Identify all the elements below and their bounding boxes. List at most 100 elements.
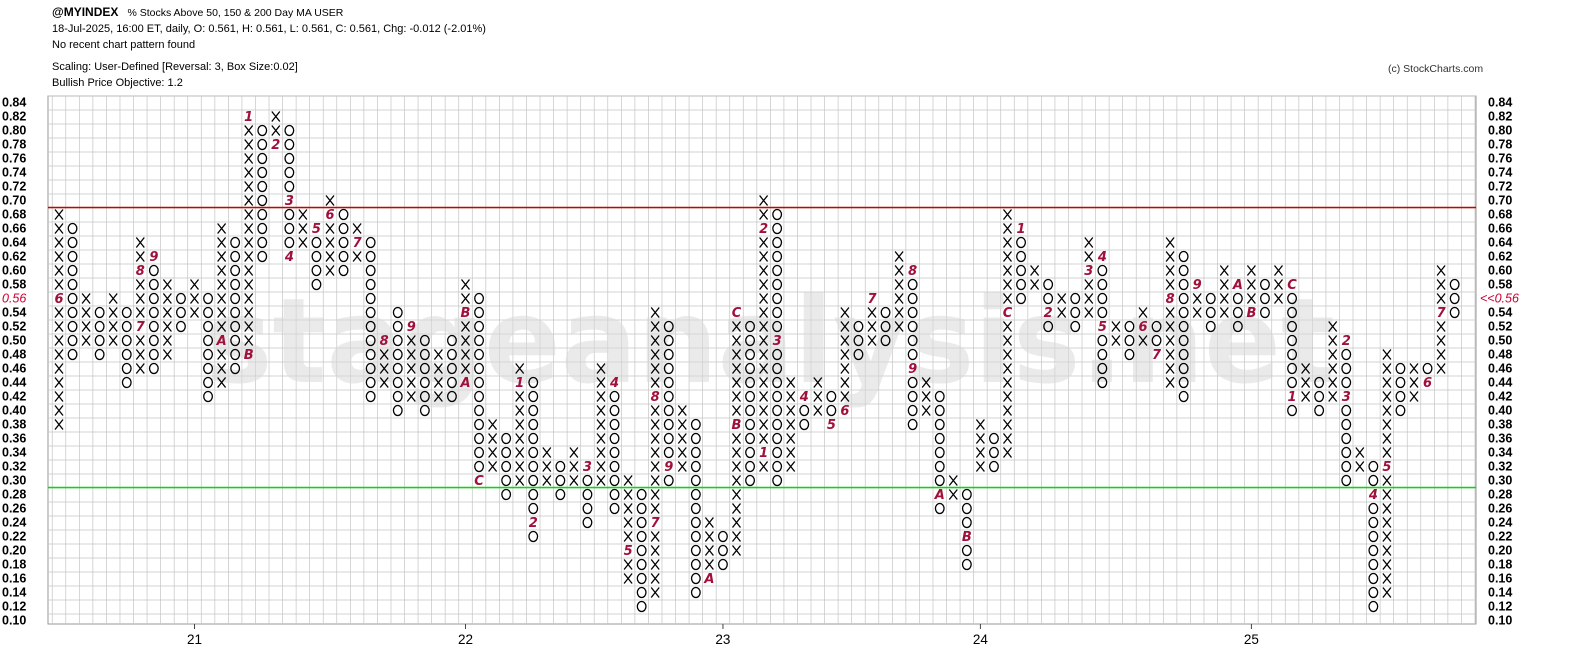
o-mark <box>528 418 539 431</box>
o-mark <box>230 348 241 361</box>
o-mark <box>772 474 783 487</box>
y-tick-right: 0.52 <box>1488 320 1512 334</box>
x-mark <box>1382 559 1392 570</box>
o-mark <box>419 362 430 375</box>
month-marker: 4 <box>1097 250 1107 265</box>
o-mark <box>636 488 647 501</box>
y-tick-right: 0.42 <box>1488 390 1512 404</box>
o-mark <box>690 488 701 501</box>
o-mark <box>582 474 593 487</box>
o-mark <box>474 306 485 319</box>
o-mark <box>67 306 78 319</box>
o-mark <box>907 306 918 319</box>
x-mark <box>731 517 742 528</box>
o-mark <box>772 250 783 263</box>
x-mark <box>352 223 362 234</box>
y-tick-right: 0.72 <box>1488 180 1512 194</box>
month-marker: 8 <box>136 264 145 279</box>
o-mark <box>961 502 972 515</box>
o-mark <box>284 124 295 137</box>
y-tick-left: 0.56 <box>2 292 26 306</box>
o-mark <box>1097 292 1108 305</box>
x-mark <box>786 461 796 472</box>
o-mark <box>230 306 241 319</box>
pattern-line: No recent chart pattern found <box>52 39 196 51</box>
y-tick-left: 0.50 <box>2 334 26 348</box>
x-mark <box>433 377 443 388</box>
x-mark <box>135 237 145 248</box>
x-mark <box>379 349 389 360</box>
x-mark <box>1273 279 1284 290</box>
x-mark <box>921 391 931 402</box>
month-marker: 1 <box>1288 390 1297 405</box>
x-mark <box>1030 265 1040 276</box>
x-mark <box>379 377 389 388</box>
x-mark <box>406 377 416 388</box>
o-mark <box>419 376 430 389</box>
x-mark <box>460 279 471 290</box>
x-mark <box>1382 447 1392 458</box>
o-mark <box>447 362 457 375</box>
o-mark <box>1124 320 1135 333</box>
o-mark <box>663 404 674 417</box>
o-mark <box>230 250 241 263</box>
y-tick-left: 0.66 <box>2 222 26 236</box>
o-mark <box>609 502 620 515</box>
o-mark <box>528 446 539 459</box>
o-mark <box>1341 348 1352 361</box>
o-mark <box>1341 418 1352 431</box>
o-mark <box>772 348 783 361</box>
o-mark <box>799 404 810 417</box>
month-marker: 3 <box>1084 264 1093 279</box>
o-mark <box>636 586 647 599</box>
x-mark <box>162 335 172 346</box>
o-mark <box>419 390 430 403</box>
month-marker: 5 <box>312 222 321 237</box>
y-tick-right: 0.32 <box>1488 460 1512 474</box>
o-mark <box>365 348 376 361</box>
month-marker: 9 <box>149 250 158 265</box>
o-mark <box>745 460 756 473</box>
x-mark <box>1409 391 1419 402</box>
month-marker: 7 <box>651 516 661 531</box>
x-mark <box>759 321 769 332</box>
o-mark <box>203 376 214 389</box>
month-marker: 6 <box>1138 320 1147 335</box>
x-mark <box>1002 419 1013 430</box>
x-mark <box>840 321 850 332</box>
o-mark <box>230 264 241 277</box>
o-mark <box>392 404 403 417</box>
x-mark <box>786 377 796 388</box>
o-mark <box>1178 306 1189 319</box>
x-mark <box>1409 377 1419 388</box>
month-marker: C <box>474 474 484 489</box>
o-mark <box>1178 390 1189 403</box>
month-marker: B <box>244 348 254 363</box>
month-marker: 9 <box>407 320 416 335</box>
x-mark <box>596 363 606 374</box>
x-mark <box>623 503 633 514</box>
month-marker: 9 <box>664 460 673 475</box>
o-mark <box>772 460 783 473</box>
x-mark <box>759 195 769 206</box>
x-mark <box>759 307 769 318</box>
month-marker: C <box>1287 278 1297 293</box>
x-mark <box>1002 405 1013 416</box>
o-mark <box>663 320 674 333</box>
y-tick-left: 0.40 <box>2 404 26 418</box>
objective-line: Bullish Price Objective: 1.2 <box>52 77 183 89</box>
x-mark <box>189 307 200 318</box>
o-mark <box>1368 558 1379 571</box>
o-mark <box>501 446 512 459</box>
x-mark <box>135 251 145 262</box>
x-mark <box>650 489 660 500</box>
x-mark <box>948 489 958 500</box>
x-mark <box>759 335 769 346</box>
x-mark <box>1165 265 1175 276</box>
x-mark <box>189 279 200 290</box>
x-mark <box>840 335 850 346</box>
month-marker: 3 <box>773 334 782 349</box>
o-mark <box>772 390 783 403</box>
month-marker: 5 <box>1382 460 1391 475</box>
y-tick-left: 0.82 <box>2 110 26 124</box>
